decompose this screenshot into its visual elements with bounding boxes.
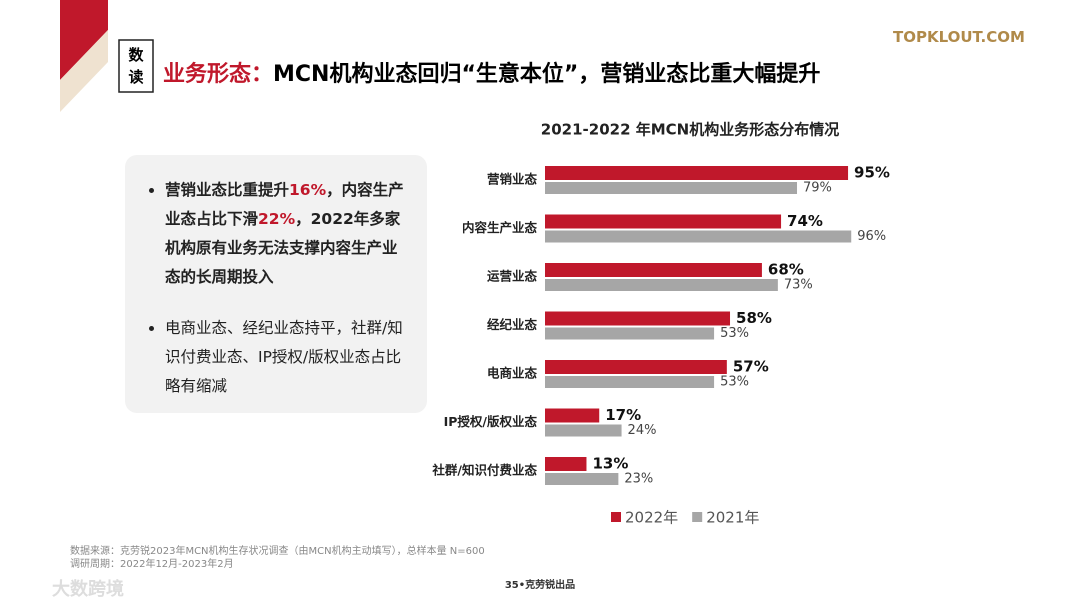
category-label: IP授权/版权业态 — [444, 414, 538, 429]
bar — [545, 360, 727, 374]
value-label: 53% — [720, 326, 749, 341]
bar — [545, 279, 778, 291]
badge-box — [118, 39, 154, 93]
category-label: 电商业态 — [487, 366, 538, 381]
bullet: 营销业态比重提升16%，内容生产业态占比下滑22%，2022年多家机构原有业务无… — [165, 176, 405, 292]
page-number: 35•克劳锐出品 — [504, 580, 576, 591]
chart-title: 2021-2022 年MCN机构业务形态分布情况 — [541, 121, 839, 139]
bullet-text: ，内容生产业态占比下滑 — [165, 181, 404, 228]
bar — [545, 327, 715, 340]
bar — [545, 376, 715, 388]
bar — [545, 473, 619, 485]
value-label: 68% — [768, 261, 804, 279]
value-label: 23% — [624, 472, 653, 487]
category-label: 社群/知识付费业态 — [431, 463, 537, 478]
bullet-text: 电商业态、经纪业态持平，社群/知识付费业态、IP授权/版权业态占比略有缩减 — [165, 319, 403, 395]
logo: TOPKLOUT.COM — [893, 28, 1025, 46]
legend-label: 2022年 — [625, 509, 678, 527]
value-label: 79% — [803, 181, 832, 196]
category-label: 运营业态 — [487, 269, 538, 284]
bar — [545, 230, 852, 243]
value-label: 17% — [605, 406, 641, 424]
watermark: 大数跨境 — [52, 579, 124, 600]
bullet-text: ，2022年多家机构原有业务无法支撑内容生产业态的长周期投入 — [165, 210, 401, 286]
bullet-text: 营销业态比重提升 — [165, 181, 290, 199]
period: 调研周期：2022年12月-2023年2月 — [70, 559, 234, 570]
category-label: 经纪业态 — [487, 317, 538, 332]
bar — [545, 214, 782, 229]
legend-label: 2021年 — [706, 509, 759, 527]
highlight: 22% — [258, 210, 296, 228]
highlight: 16% — [289, 181, 327, 199]
bar — [545, 263, 762, 277]
value-label: 53% — [720, 375, 749, 390]
summary-box — [125, 155, 427, 413]
value-label: 73% — [784, 278, 813, 293]
bar — [545, 424, 622, 437]
category-label: 营销业态 — [487, 172, 538, 187]
value-label: 96% — [857, 229, 886, 244]
category-label: 内容生产业态 — [462, 220, 538, 235]
corner-beige — [60, 30, 108, 112]
legend-swatch — [692, 512, 703, 522]
source: 数据来源：克劳锐2023年MCN机构生存状况调查（由MCN机构主动填写），总样本… — [70, 546, 485, 557]
heading: 业务形态：MCN机构业态回归“生意本位”，营销业态比重大幅提升 — [163, 56, 820, 88]
bar — [545, 408, 600, 423]
value-label: 58% — [736, 309, 772, 327]
legend-swatch — [611, 512, 621, 522]
bullet: 电商业态、经纪业态持平，社群/知识付费业态、IP授权/版权业态占比略有缩减 — [165, 314, 405, 401]
value-label: 74% — [787, 212, 823, 230]
badge: 数读 — [128, 46, 144, 86]
value-label: 13% — [592, 455, 628, 473]
bullet-list: 营销业态比重提升16%，内容生产业态占比下滑22%，2022年多家机构原有业务无… — [143, 176, 405, 423]
bar — [545, 457, 587, 471]
heading-text: MCN机构业态回归“生意本位”，营销业态比重大幅提升 — [273, 62, 821, 87]
bar — [545, 311, 731, 326]
corner-red — [60, 0, 108, 80]
heading-label: 业务形态： — [163, 62, 274, 87]
bar — [545, 182, 798, 194]
bar — [545, 166, 849, 180]
value-label: 57% — [733, 358, 769, 376]
value-label: 24% — [628, 423, 657, 438]
bullets: 营销业态比重提升16%，内容生产业态占比下滑22%，2022年多家机构原有业务无… — [143, 176, 405, 401]
value-label: 95% — [854, 164, 890, 182]
